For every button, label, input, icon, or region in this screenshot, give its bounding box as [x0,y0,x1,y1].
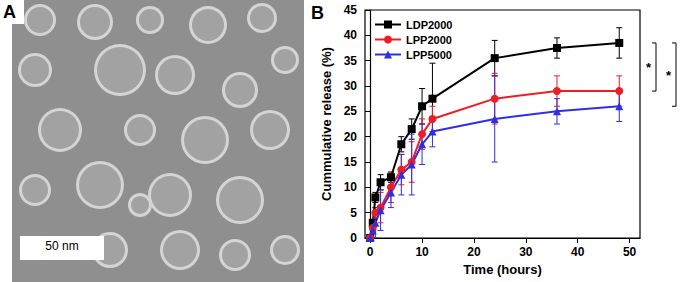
svg-text:0: 0 [367,245,374,259]
svg-text:0: 0 [350,231,357,245]
svg-text:Time (hours): Time (hours) [463,262,542,277]
svg-text:LPP5000: LPP5000 [406,49,452,61]
svg-text:LDP2000: LDP2000 [406,19,452,31]
svg-text:*: * [646,60,652,75]
svg-text:Cummulative release (%): Cummulative release (%) [319,47,334,201]
svg-text:45: 45 [344,3,358,17]
svg-text:A: A [3,2,16,22]
svg-text:50 nm: 50 nm [45,239,78,253]
svg-text:B: B [311,3,324,23]
svg-text:10: 10 [344,180,358,194]
svg-text:30: 30 [344,79,358,93]
svg-text:LPP2000: LPP2000 [406,34,452,46]
svg-text:10: 10 [415,245,429,259]
svg-text:25: 25 [344,104,358,118]
svg-text:35: 35 [344,54,358,68]
svg-text:40: 40 [344,28,358,42]
svg-text:40: 40 [571,245,585,259]
svg-text:15: 15 [344,155,358,169]
svg-text:20: 20 [467,245,481,259]
svg-text:30: 30 [519,245,533,259]
svg-text:*: * [666,68,672,83]
svg-text:5: 5 [350,206,357,220]
svg-text:20: 20 [344,130,358,144]
svg-text:50: 50 [623,245,637,259]
